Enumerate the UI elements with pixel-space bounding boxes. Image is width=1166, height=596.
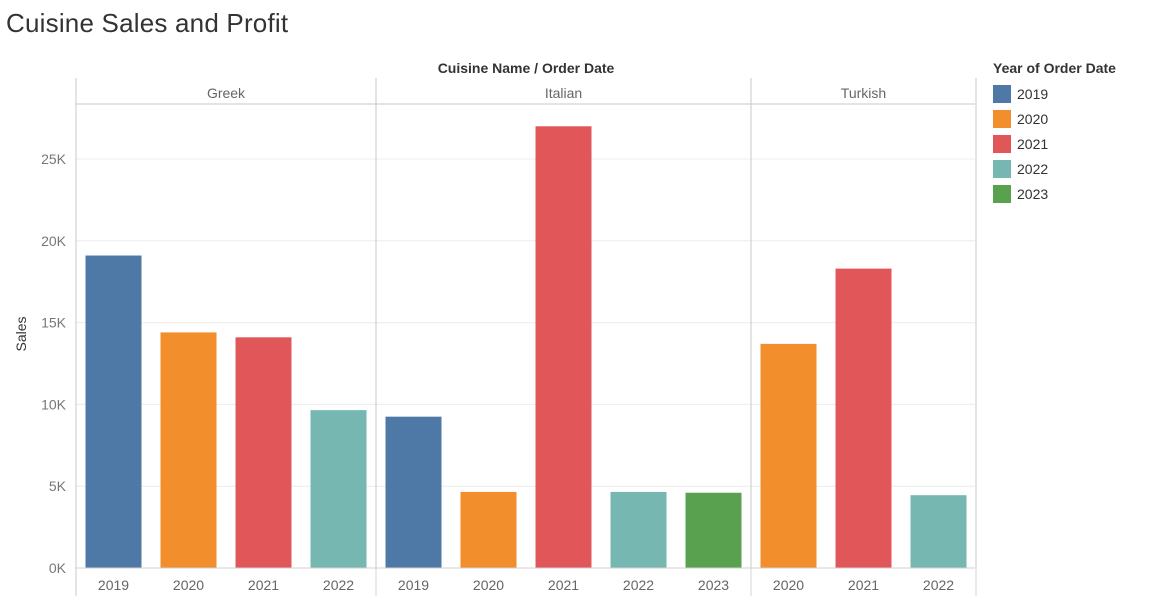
- x-tick-label: 2021: [548, 577, 579, 593]
- x-tick-label: 2023: [698, 577, 729, 593]
- x-tick-label: 2022: [623, 577, 654, 593]
- legend-item-2019[interactable]: 2019: [993, 81, 1116, 106]
- legend-item-2023[interactable]: 2023: [993, 181, 1116, 206]
- y-tick-label: 10K: [41, 396, 67, 412]
- x-tick-label: 2020: [473, 577, 504, 593]
- x-tick-label: 2020: [773, 577, 804, 593]
- legend-swatch: [993, 84, 1011, 103]
- panel-header-turkish: Turkish: [841, 85, 886, 101]
- legend-swatch: [993, 109, 1011, 128]
- x-tick-label: 2019: [98, 577, 129, 593]
- bar-greek-2022: [310, 410, 367, 568]
- bar-italian-2023: [685, 492, 742, 568]
- legend-title: Year of Order Date: [993, 60, 1116, 76]
- bar-italian-2022: [610, 491, 667, 568]
- panel-header-greek: Greek: [207, 85, 246, 101]
- y-tick-label: 20K: [41, 233, 67, 249]
- legend-swatch: [993, 184, 1011, 203]
- chart-title: Cuisine Sales and Profit: [6, 8, 289, 38]
- y-tick-label: 5K: [49, 478, 67, 494]
- bar-greek-2021: [235, 337, 292, 568]
- x-tick-label: 2022: [923, 577, 954, 593]
- x-tick-label: 2019: [398, 577, 429, 593]
- bar-turkish-2020: [760, 343, 817, 568]
- legend-label: 2023: [1017, 185, 1049, 202]
- legend-label: 2022: [1017, 160, 1049, 177]
- bar-greek-2020: [160, 332, 217, 568]
- header-label: Cuisine Name / Order Date: [438, 60, 615, 76]
- legend-item-2020[interactable]: 2020: [993, 106, 1116, 131]
- legend-swatch: [993, 159, 1011, 178]
- bar-turkish-2022: [910, 495, 967, 568]
- y-tick-label: 0K: [49, 560, 67, 576]
- x-tick-label: 2022: [323, 577, 354, 593]
- bar-italian-2020: [460, 491, 517, 568]
- bar-turkish-2021: [835, 268, 892, 568]
- x-tick-label: 2021: [848, 577, 879, 593]
- legend-swatch: [993, 134, 1011, 153]
- x-tick-label: 2020: [173, 577, 204, 593]
- legend-items: 2019 2020 2021 2022 2023: [993, 81, 1116, 206]
- sales-bar-chart: Cuisine Name / Order Date 0K 5K 10K 15K 20K 25…: [13, 60, 977, 596]
- y-tick-label: 15K: [41, 315, 67, 331]
- legend: Year of Order Date 2019 2020 2021 2022 2023: [993, 60, 1116, 206]
- bar-italian-2019: [385, 416, 442, 568]
- panel-header-italian: Italian: [545, 85, 582, 101]
- x-tick-label: 2021: [248, 577, 279, 593]
- legend-label: 2021: [1017, 135, 1049, 152]
- bar-italian-2021: [535, 126, 592, 568]
- legend-label: 2019: [1017, 85, 1049, 102]
- bar-greek-2019: [85, 255, 142, 569]
- legend-item-2021[interactable]: 2021: [993, 131, 1116, 156]
- legend-label: 2020: [1017, 110, 1049, 127]
- legend-item-2022[interactable]: 2022: [993, 156, 1116, 181]
- y-tick-label: 25K: [41, 151, 67, 167]
- y-axis-title: Sales: [13, 316, 29, 351]
